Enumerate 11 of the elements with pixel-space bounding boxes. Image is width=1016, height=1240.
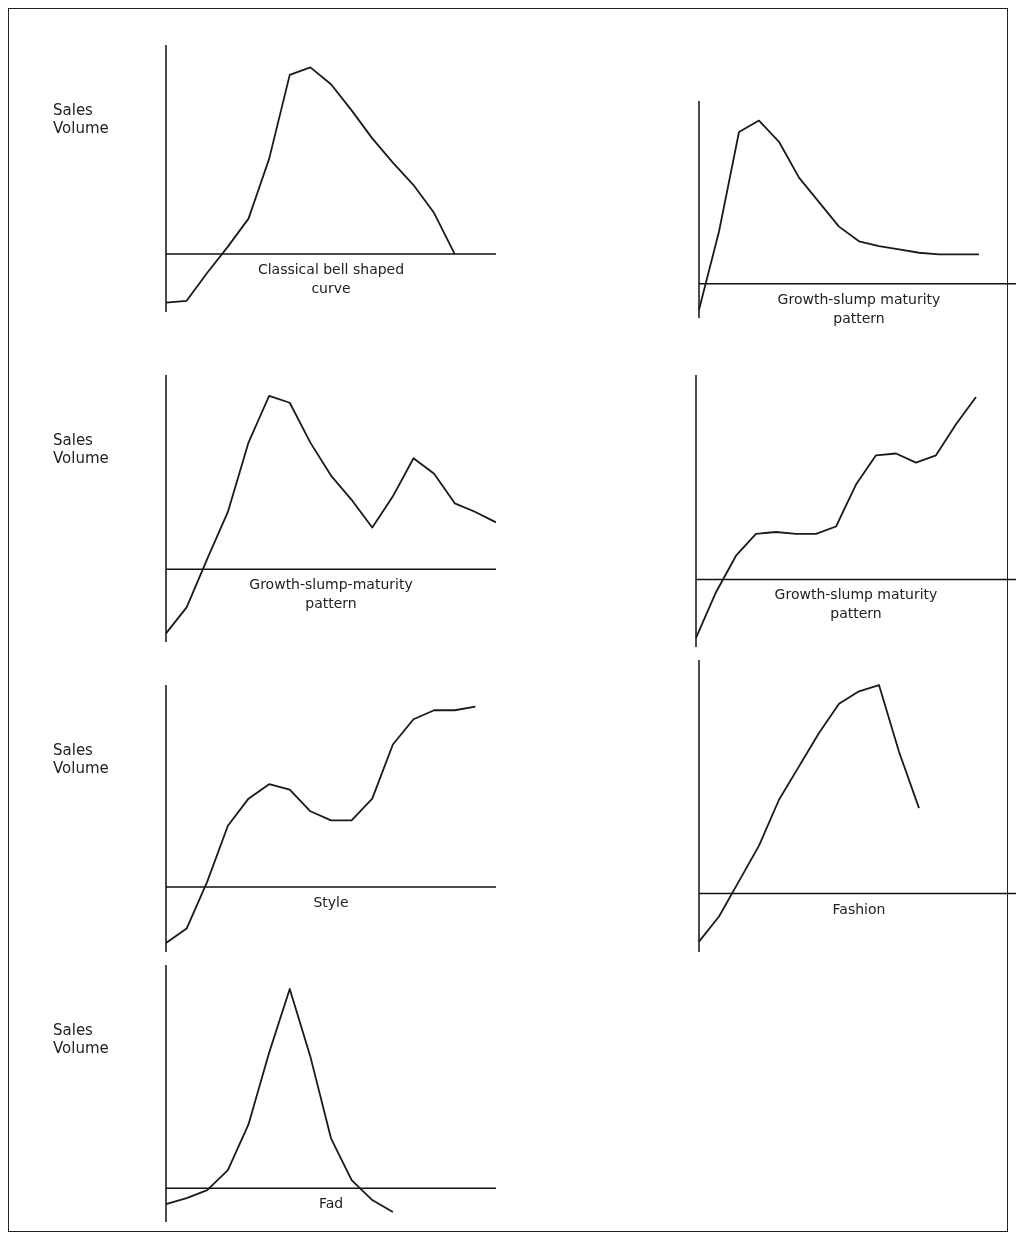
x-axis-title: Growth-slump maturity pattern [773,585,939,624]
x-axis-title: Classical bell shaped curve [256,260,406,299]
x-axis-title: Growth-slump maturity pattern [776,289,942,328]
y-axis-title: Sales Volume [53,1021,110,1057]
x-axis-title: Fashion [831,899,887,919]
x-axis-title: Growth-slump-maturity pattern [248,575,414,614]
y-axis-title: Sales Volume [53,101,110,137]
x-axis-title: Style [312,893,350,913]
y-axis-title: Sales Volume [53,431,110,467]
x-axis-title: Fad [317,1194,345,1214]
y-axis-title: Sales Volume [53,741,110,777]
